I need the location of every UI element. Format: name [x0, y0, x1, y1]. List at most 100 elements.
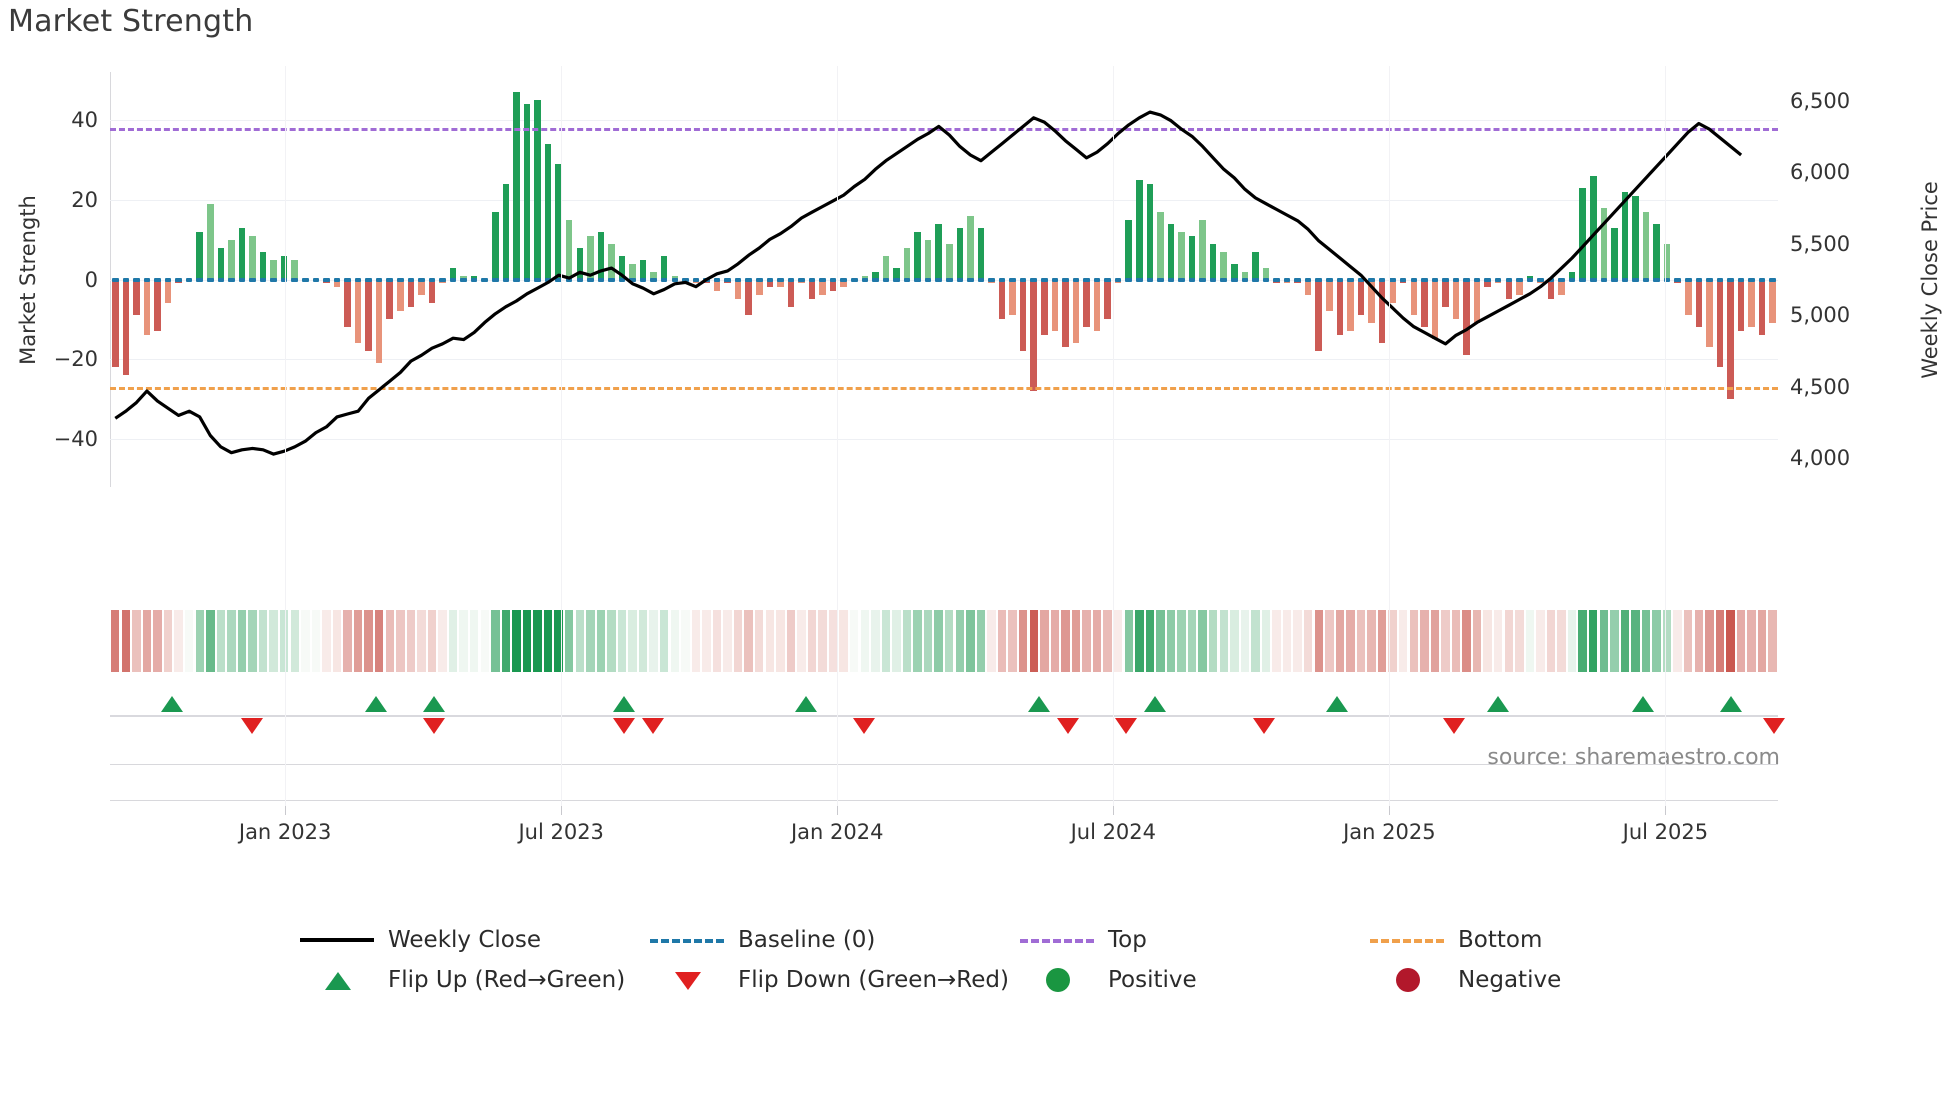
legend-item-negative[interactable]: Negative	[1370, 960, 1561, 1000]
x-axis-ticks: Jan 2023 Jul 2023 Jan 2024 Jul 2024 Jan 2025…	[110, 66, 1778, 866]
baseline-segment	[1737, 277, 1745, 282]
heatmap-cell	[1156, 610, 1165, 672]
y-tick-right: 6,000	[1790, 160, 1851, 185]
heatmap-cell	[628, 610, 637, 672]
bar-negative	[1547, 279, 1555, 300]
baseline-segment	[1494, 277, 1502, 282]
legend-item-weekly-close[interactable]: Weekly Close	[300, 920, 541, 960]
heatmap-cell	[258, 610, 268, 672]
baseline-segment	[692, 277, 700, 282]
heatmap-cell	[1536, 610, 1545, 672]
legend-label: Top	[1108, 927, 1147, 953]
bar-negative	[1368, 279, 1375, 324]
flip-down-marker	[1763, 718, 1786, 734]
bar-positive	[903, 247, 911, 280]
flip-down-marker	[1115, 718, 1138, 734]
bar-negative	[365, 279, 372, 352]
heatmap-cell	[1177, 610, 1186, 672]
heatmap-cell	[1451, 610, 1461, 672]
bar-negative	[375, 279, 383, 364]
heatmap-cell	[1515, 610, 1524, 672]
heatmap-cell	[1494, 610, 1503, 672]
baseline-segment	[1368, 277, 1375, 282]
bar-negative	[1051, 279, 1059, 332]
baseline-segment	[270, 277, 277, 282]
heatmap-cell	[1040, 610, 1049, 672]
bar-positive	[639, 259, 647, 280]
bar-negative	[1706, 279, 1713, 348]
baseline-segment	[1378, 277, 1386, 282]
x-gridline	[1665, 66, 1667, 806]
bar-positive	[587, 235, 594, 280]
baseline-segment	[1389, 277, 1396, 282]
legend-item-positive[interactable]: Positive	[1020, 960, 1197, 1000]
baseline-segment	[1505, 277, 1513, 282]
heatmap-cell	[565, 610, 574, 672]
baseline-segment	[597, 277, 605, 282]
baseline-segment	[1431, 277, 1439, 282]
bar-negative	[1062, 279, 1069, 348]
baseline-segment	[1125, 277, 1132, 282]
legend-item-top[interactable]: Top	[1020, 920, 1147, 960]
heatmap-cell	[290, 610, 299, 672]
bar-negative	[1326, 279, 1333, 312]
baseline-segment	[133, 277, 140, 282]
x-tick-label: Jan 2025	[1343, 820, 1436, 844]
bar-positive	[460, 275, 467, 280]
baseline-segment	[745, 277, 752, 282]
bar-negative	[1737, 279, 1745, 332]
baseline-segment	[1568, 277, 1576, 282]
baseline-segment	[1030, 277, 1037, 282]
strength-bars	[110, 72, 1778, 487]
legend-label: Weekly Close	[388, 927, 541, 953]
bar-positive	[861, 275, 869, 280]
bar-negative	[133, 279, 140, 316]
bar-negative	[418, 279, 425, 296]
heatmap-cell	[712, 610, 722, 672]
baseline-segment	[671, 277, 679, 282]
bar-positive	[671, 275, 679, 280]
baseline-segment	[829, 277, 837, 282]
chart-legend: Weekly Close Baseline (0) Top Bottom Flip U…	[0, 920, 1960, 1000]
bar-negative	[386, 279, 394, 320]
heatmap-cell	[1388, 610, 1397, 672]
heatmap-cell	[702, 610, 711, 672]
heatmap-cell	[480, 610, 489, 672]
bar-negative	[1716, 279, 1724, 368]
bar-negative	[998, 279, 1006, 320]
x-tick-label: Jan 2024	[790, 820, 884, 844]
bar-positive	[1167, 223, 1175, 280]
heatmap-cell	[491, 610, 500, 672]
heatmap-cell	[132, 610, 141, 672]
baseline-segment	[1315, 277, 1323, 282]
baseline-segment	[1600, 277, 1608, 282]
heatmap-cell	[1420, 610, 1429, 672]
heatmap-cell	[1103, 610, 1112, 672]
baseline-segment	[1304, 277, 1312, 282]
main-plot	[110, 72, 1778, 487]
heatmap-cell	[1282, 610, 1292, 672]
bar-positive	[872, 271, 879, 280]
y-tick-right: 6,500	[1790, 88, 1851, 113]
legend-item-bottom[interactable]: Bottom	[1370, 920, 1542, 960]
baseline-segment	[249, 277, 256, 282]
baseline-segment	[1114, 277, 1122, 282]
legend-item-flip-up[interactable]: Flip Up (Red→Green)	[300, 960, 625, 1000]
baseline-segment	[1621, 277, 1629, 282]
bar-negative	[1748, 279, 1755, 328]
dashed-line-icon	[650, 929, 724, 951]
baseline-segment	[1399, 277, 1407, 282]
heatmap-cell	[649, 610, 658, 672]
legend-item-flip-down[interactable]: Flip Down (Green→Red)	[650, 960, 1009, 1000]
baseline-segment	[333, 277, 341, 282]
bar-positive	[280, 255, 288, 280]
bar-positive	[492, 211, 499, 280]
heatmap-cell	[1240, 610, 1250, 672]
legend-item-baseline[interactable]: Baseline (0)	[650, 920, 875, 960]
baseline-segment	[386, 277, 394, 282]
baseline-segment	[1663, 277, 1671, 282]
bar-negative	[122, 279, 130, 376]
baseline-segment	[1146, 277, 1154, 282]
bar-negative	[1484, 279, 1491, 288]
bar-positive	[449, 267, 457, 280]
